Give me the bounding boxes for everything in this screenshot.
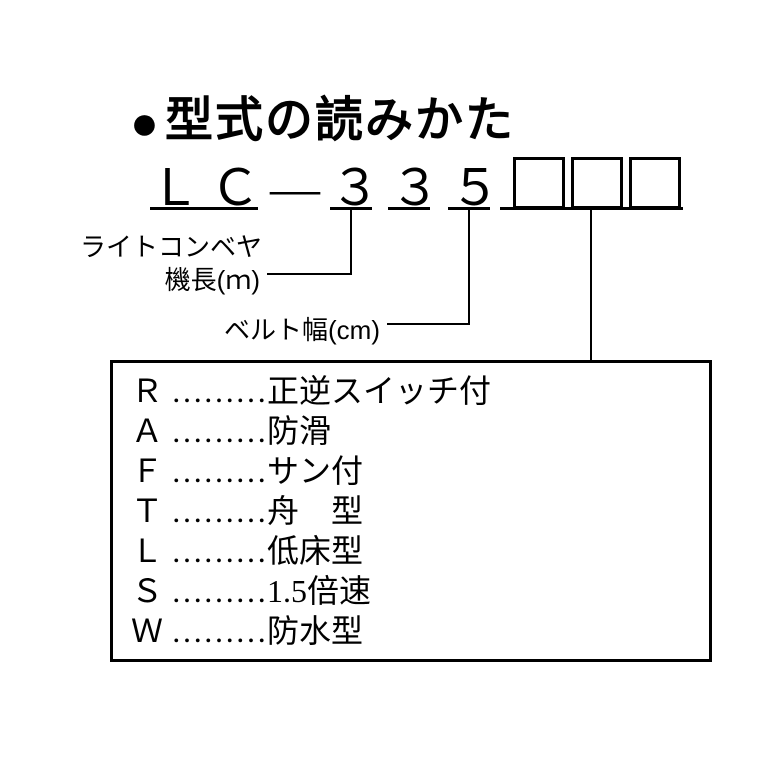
- legend-value: 1.5倍速: [267, 573, 371, 609]
- legend-row: Ａ………防滑: [131, 411, 691, 451]
- placeholder-box-1: [513, 157, 565, 209]
- legend-value: サン付: [267, 453, 363, 489]
- legend-key: Ａ: [131, 411, 171, 451]
- legend-key: Ｒ: [131, 371, 171, 411]
- legend-row: Ｓ………1.5倍速: [131, 571, 691, 611]
- legend-key: Ｔ: [131, 491, 171, 531]
- legend-dots: ………: [171, 373, 267, 409]
- leader-line: [590, 210, 592, 360]
- leader-line: [387, 323, 470, 325]
- model-dash: ―: [270, 159, 330, 217]
- legend-key: Ｗ: [131, 611, 171, 651]
- legend-key: Ｆ: [131, 451, 171, 491]
- legend-row: Ｔ………舟 型: [131, 491, 691, 531]
- legend-dots: ………: [171, 613, 267, 649]
- legend-dots: ………: [171, 453, 267, 489]
- legend-row: Ｌ………低床型: [131, 531, 691, 571]
- legend-row: Ｆ………サン付: [131, 451, 691, 491]
- callout-label: ライトコンベヤ: [80, 227, 260, 264]
- legend-box: Ｒ………正逆スイッチ付Ａ………防滑Ｆ………サン付Ｔ………舟 型Ｌ………低床型Ｓ……: [110, 360, 712, 662]
- legend-row: Ｒ………正逆スイッチ付: [131, 371, 691, 411]
- legend-dots: ………: [171, 493, 267, 529]
- leader-line: [267, 273, 352, 275]
- page-title: ●型式の読みかた: [130, 80, 515, 151]
- legend-value: 防滑: [267, 413, 331, 449]
- underline: [150, 207, 258, 210]
- legend-value: 低床型: [267, 533, 363, 569]
- legend-dots: ………: [171, 533, 267, 569]
- legend-dots: ………: [171, 573, 267, 609]
- callout-label: ベルト幅(cm): [200, 310, 380, 347]
- leader-line: [350, 210, 352, 275]
- leader-line: [468, 210, 470, 325]
- callout-label: 機長(ｍ): [130, 260, 260, 297]
- legend-key: Ｌ: [131, 531, 171, 571]
- legend-value: 正逆スイッチ付: [267, 373, 491, 409]
- legend-value: 防水型: [267, 613, 363, 649]
- legend-value: 舟 型: [267, 493, 363, 529]
- title-text: 型式の読みかた: [165, 94, 515, 147]
- placeholder-box-2: [571, 157, 623, 209]
- legend-key: Ｓ: [131, 571, 171, 611]
- legend-row: Ｗ………防水型: [131, 611, 691, 651]
- bullet-icon: ●: [130, 96, 161, 151]
- underline: [388, 207, 430, 210]
- legend-dots: ………: [171, 413, 267, 449]
- placeholder-box-3: [629, 157, 681, 209]
